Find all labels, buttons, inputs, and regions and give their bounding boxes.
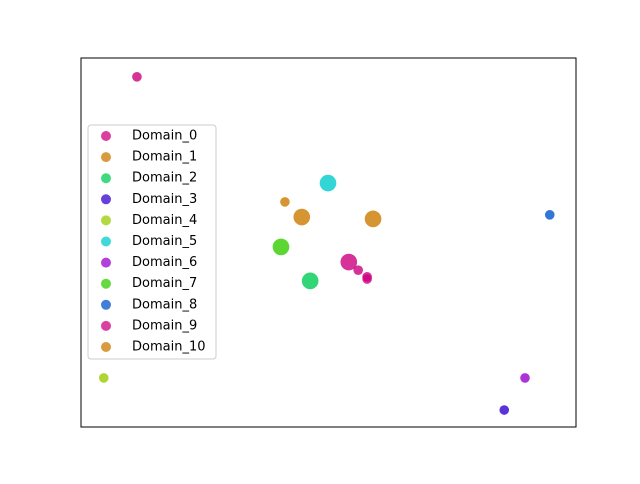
- legend-label: Domain_9: [132, 318, 197, 333]
- legend-marker: [101, 257, 111, 268]
- legend-label: Domain_8: [132, 297, 197, 312]
- point: [520, 373, 530, 383]
- legend-marker: [101, 152, 111, 163]
- point: [293, 208, 311, 226]
- point: [272, 238, 290, 256]
- legend-label: Domain_4: [132, 213, 197, 228]
- point: [364, 210, 382, 228]
- legend-marker: [101, 131, 111, 141]
- legend-label: Domain_3: [132, 192, 197, 207]
- point: [362, 274, 372, 284]
- point: [319, 174, 337, 192]
- legend-marker: [101, 320, 111, 331]
- point: [340, 253, 358, 271]
- legend-marker: [101, 194, 111, 205]
- point: [301, 272, 319, 290]
- legend-marker: [101, 236, 111, 247]
- point: [132, 72, 142, 82]
- legend-label: Domain_0: [132, 129, 197, 144]
- legend-marker: [101, 278, 111, 289]
- legend-label: Domain_1: [132, 150, 197, 165]
- point: [353, 265, 364, 275]
- legend-marker: [101, 299, 111, 310]
- legend-label: Domain_10: [132, 340, 206, 355]
- point: [280, 197, 290, 207]
- point: [98, 373, 109, 383]
- legend-label: Domain_6: [132, 255, 197, 270]
- legend-marker: [101, 215, 111, 226]
- legend-marker: [101, 342, 111, 352]
- point: [499, 405, 510, 415]
- legend-marker: [101, 173, 111, 184]
- legend-label: Domain_7: [132, 276, 197, 291]
- legend-label: Domain_5: [132, 234, 197, 249]
- legend-box: [87, 124, 217, 360]
- legend-label: Domain_2: [132, 171, 197, 186]
- point: [544, 210, 555, 220]
